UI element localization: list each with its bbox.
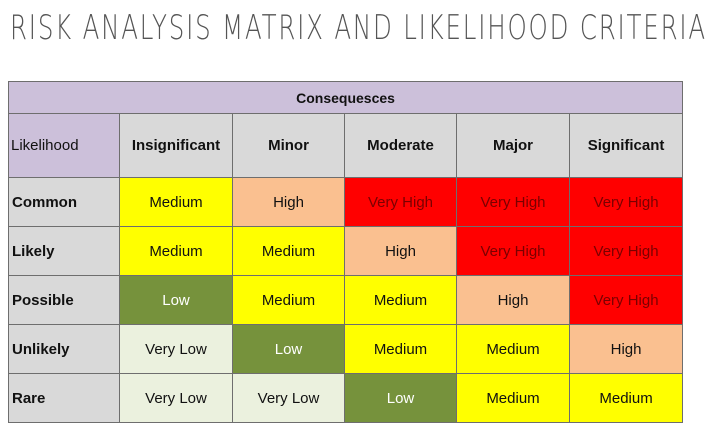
risk-cell: Medium — [119, 226, 233, 276]
page-title: RISK ANALYSIS MATRIX AND LIKELIHOOD CRIT… — [10, 8, 707, 48]
risk-cell: Medium — [232, 226, 345, 276]
likelihood-header: Likelihood — [8, 113, 120, 178]
risk-cell: Very High — [456, 226, 570, 276]
row-label: Rare — [8, 373, 120, 423]
table-row: Unlikely Very Low Low Medium Medium High — [8, 324, 684, 374]
risk-cell: Very Low — [119, 324, 233, 374]
column-header: Major — [456, 113, 570, 178]
risk-cell: Medium — [344, 275, 457, 325]
risk-cell: Very Low — [119, 373, 233, 423]
risk-cell: Very High — [568, 177, 684, 227]
row-label: Possible — [8, 275, 120, 325]
risk-cell: Medium — [119, 177, 233, 227]
row-label: Common — [8, 177, 120, 227]
risk-cell: Low — [344, 373, 457, 423]
risk-cell: High — [568, 324, 684, 374]
column-header: Insignificant — [119, 113, 233, 178]
risk-cell: Low — [232, 324, 345, 374]
risk-cell: Medium — [232, 275, 345, 325]
risk-cell: Very High — [344, 177, 457, 227]
risk-cell: High — [344, 226, 457, 276]
risk-cell: Medium — [568, 373, 684, 423]
table-row: Possible Low Medium Medium High Very Hig… — [8, 275, 684, 325]
risk-cell: Medium — [456, 324, 570, 374]
risk-cell: Very High — [568, 275, 684, 325]
consequences-header: Consequesces — [7, 81, 684, 114]
risk-matrix-table: Consequesces Likelihood Insignificant Mi… — [7, 81, 684, 423]
column-header: Moderate — [344, 113, 457, 178]
risk-cell: Medium — [456, 373, 570, 423]
risk-cell: Medium — [344, 324, 457, 374]
row-label: Likely — [8, 226, 120, 276]
row-label: Unlikely — [8, 324, 120, 374]
risk-cell: Low — [119, 275, 233, 325]
table-row: Rare Very Low Very Low Low Medium Medium — [8, 373, 684, 423]
risk-cell: High — [456, 275, 570, 325]
table-row: Common Medium High Very High Very High V… — [8, 177, 684, 227]
column-header: Minor — [232, 113, 345, 178]
table-row: Likely Medium Medium High Very High Very… — [8, 226, 684, 276]
risk-cell: Very High — [456, 177, 570, 227]
column-header-row: Likelihood Insignificant Minor Moderate … — [8, 113, 684, 178]
column-header: Significant — [568, 113, 684, 178]
risk-cell: High — [232, 177, 345, 227]
risk-cell: Very High — [568, 226, 684, 276]
risk-cell: Very Low — [232, 373, 345, 423]
